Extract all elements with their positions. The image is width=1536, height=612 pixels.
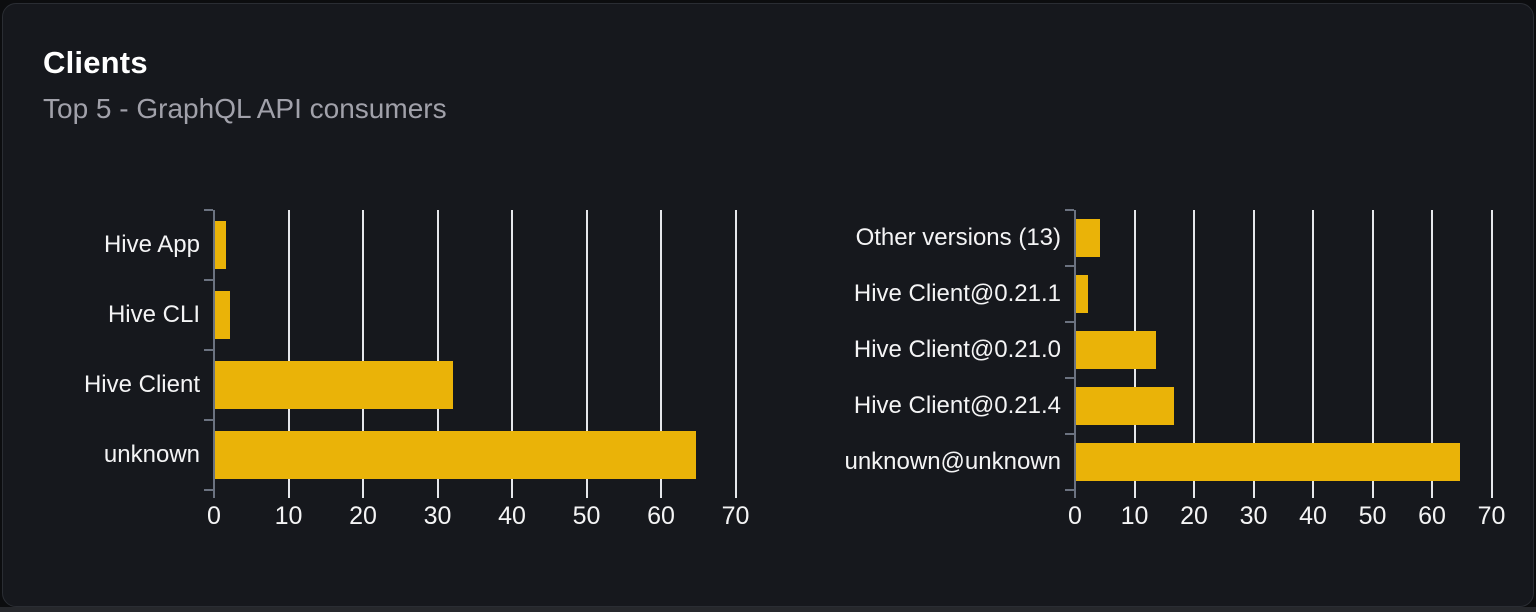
- x-tick-label-60: 60: [1418, 502, 1446, 530]
- x-tick-label-20: 20: [1180, 502, 1208, 530]
- y-axis-tick: [204, 419, 213, 421]
- gridline: [660, 210, 662, 498]
- gridline: [734, 210, 737, 498]
- gridline: [1252, 210, 1255, 498]
- gridline: [1312, 210, 1314, 498]
- bottom-divider: [0, 607, 1536, 612]
- gridline: [1490, 210, 1493, 498]
- x-tick-label-70: 70: [1477, 502, 1506, 530]
- category-label-unknown-unknown: unknown@unknown: [844, 448, 1061, 475]
- y-axis-tick: [204, 279, 213, 281]
- category-label-hive-client-0-21-1: Hive Client@0.21.1: [853, 280, 1061, 307]
- y-axis-tick: [1065, 489, 1074, 491]
- card-header: Clients Top 5 - GraphQL API consumers: [43, 45, 447, 125]
- y-axis-tick: [1065, 321, 1074, 323]
- gridline: [1193, 210, 1195, 498]
- x-tick-label-10: 10: [1120, 502, 1149, 530]
- card: [2, 3, 1534, 607]
- gridline: [511, 210, 513, 498]
- category-label-hive-cli: Hive CLI: [107, 301, 200, 328]
- gridline: [585, 210, 588, 498]
- x-axis-tick-zero: [1074, 490, 1076, 498]
- y-axis-tick: [1065, 433, 1074, 435]
- gridline: [287, 210, 290, 498]
- category-label-unknown: unknown: [103, 441, 200, 468]
- gridline: [436, 210, 439, 498]
- category-label-other-versions-13: Other versions (13): [855, 224, 1061, 251]
- y-axis-tick: [204, 489, 213, 491]
- x-tick-label-60: 60: [647, 502, 675, 530]
- x-tick-label-30: 30: [1239, 502, 1268, 530]
- gridline: [1371, 210, 1374, 498]
- bar-unknown[interactable]: [215, 431, 696, 479]
- x-tick-label-40: 40: [498, 502, 526, 530]
- x-tick-label-50: 50: [572, 502, 601, 530]
- x-tick-label-70: 70: [721, 502, 750, 530]
- x-tick-label-0: 0: [207, 502, 221, 530]
- bar-hive-cli[interactable]: [215, 291, 230, 339]
- x-tick-label-20: 20: [349, 502, 377, 530]
- bar-hive-client[interactable]: [215, 361, 453, 409]
- x-tick-label-30: 30: [423, 502, 452, 530]
- bar-other-versions-13[interactable]: [1076, 219, 1100, 257]
- bar-hive-client-0-21-1[interactable]: [1076, 275, 1088, 313]
- bar-hive-client-0-21-4[interactable]: [1076, 387, 1174, 425]
- y-axis-line: [1074, 210, 1076, 490]
- category-label-hive-client: Hive Client: [83, 371, 200, 398]
- card-subtitle: Top 5 - GraphQL API consumers: [43, 93, 447, 125]
- y-axis-tick: [1065, 265, 1074, 267]
- x-axis-tick-zero: [213, 490, 215, 498]
- bar-hive-app[interactable]: [215, 221, 226, 269]
- bar-hive-client-0-21-0[interactable]: [1076, 331, 1156, 369]
- bar-unknown-unknown[interactable]: [1076, 443, 1460, 481]
- gridline: [1431, 210, 1433, 498]
- x-tick-label-40: 40: [1299, 502, 1327, 530]
- category-label-hive-app: Hive App: [103, 231, 200, 258]
- gridline: [362, 210, 364, 498]
- y-axis-line: [213, 210, 215, 490]
- category-label-hive-client-0-21-4: Hive Client@0.21.4: [853, 392, 1061, 419]
- page-title: Clients: [43, 45, 148, 80]
- y-axis-tick: [1065, 377, 1074, 379]
- y-axis-tick: [204, 349, 213, 351]
- x-tick-label-50: 50: [1358, 502, 1387, 530]
- x-tick-label-0: 0: [1068, 502, 1082, 530]
- category-label-hive-client-0-21-0: Hive Client@0.21.0: [853, 336, 1061, 363]
- y-axis-tick: [1065, 209, 1074, 211]
- y-axis-tick: [204, 209, 213, 211]
- x-tick-label-10: 10: [274, 502, 303, 530]
